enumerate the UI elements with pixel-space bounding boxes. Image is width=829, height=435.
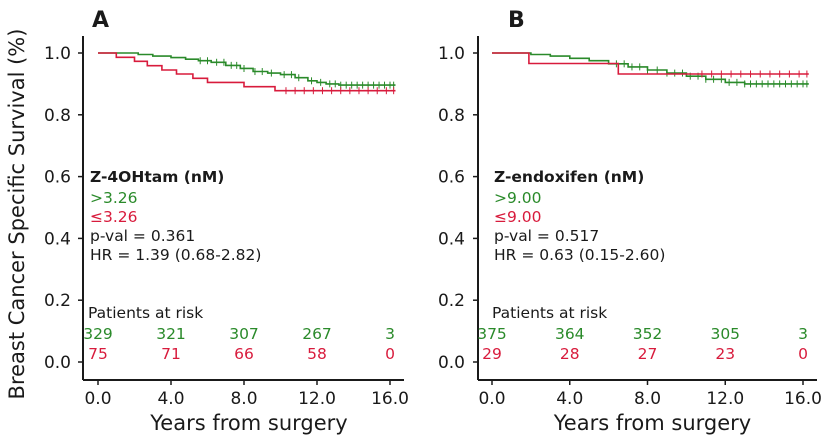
risk-count-high: 352 [633, 325, 663, 343]
x-axis-title: Years from surgery [149, 411, 347, 435]
risk-table-title: Patients at risk [492, 304, 607, 322]
x-tick-label: 8.0 [230, 389, 257, 409]
y-tick-label: 1.0 [44, 44, 71, 64]
risk-count-high: 307 [229, 325, 259, 343]
x-tick-label: 16.0 [784, 389, 822, 409]
km-curve-high [492, 52, 809, 85]
risk-count-low: 66 [234, 345, 254, 363]
y-axis-title: Breast Cancer Specific Survival (%) [5, 29, 29, 400]
risk-count-low: 0 [385, 345, 395, 363]
panel-a: A 0.0 0.2 0.4 0.6 0.8 1.0 0.0 4.0 8.0 12.0 16.0 Year… [44, 8, 409, 435]
km-curve-low [492, 52, 809, 75]
risk-count-high: 3 [385, 325, 395, 343]
km-curve-high [98, 52, 396, 86]
risk-count-low: 23 [715, 345, 735, 363]
panel-label: B [508, 8, 525, 33]
p-value: p-val = 0.517 [494, 227, 599, 245]
risk-count-high: 267 [302, 325, 332, 343]
x-tick-label: 12.0 [706, 389, 744, 409]
risk-count-high: 305 [710, 325, 740, 343]
legend-entry-low: ≤3.26 [90, 208, 138, 226]
x-tick-label: 12.0 [298, 389, 336, 409]
risk-count-high: 3 [798, 325, 808, 343]
legend-entry-high: >9.00 [494, 189, 542, 207]
y-tick-label: 0.2 [438, 291, 465, 311]
risk-count-low: 28 [560, 345, 580, 363]
legend-title: Z-endoxifen (nM) [494, 168, 644, 186]
y-tick-label: 0.4 [44, 229, 71, 249]
risk-count-low: 58 [307, 345, 327, 363]
risk-count-high: 375 [477, 325, 507, 343]
hazard-ratio: HR = 1.39 (0.68-2.82) [90, 246, 261, 264]
y-tick-label: 0.0 [44, 353, 71, 373]
y-tick-label: 0.6 [438, 168, 465, 188]
risk-count-low: 0 [798, 345, 808, 363]
y-tick-label: 0.6 [44, 168, 71, 188]
risk-count-low: 71 [161, 345, 181, 363]
x-tick-label: 0.0 [478, 389, 505, 409]
risk-table-title: Patients at risk [88, 304, 203, 322]
x-tick-label: 4.0 [556, 389, 583, 409]
y-tick-label: 0.0 [438, 353, 465, 373]
hazard-ratio: HR = 0.63 (0.15-2.60) [494, 246, 665, 264]
y-tick-label: 0.8 [438, 106, 465, 126]
y-tick-label: 0.2 [44, 291, 71, 311]
risk-count-high: 321 [156, 325, 186, 343]
x-tick-label: 4.0 [157, 389, 184, 409]
x-tick-label: 0.0 [84, 389, 111, 409]
legend-title: Z-4OHtam (nM) [90, 168, 224, 186]
risk-count-high: 364 [555, 325, 585, 343]
y-tick-label: 1.0 [438, 44, 465, 64]
legend-entry-high: >3.26 [90, 189, 138, 207]
risk-count-low: 27 [638, 345, 658, 363]
panel-label: A [92, 8, 109, 33]
y-tick-label: 0.4 [438, 229, 465, 249]
legend-entry-low: ≤9.00 [494, 208, 542, 226]
p-value: p-val = 0.361 [90, 227, 195, 245]
km-curve-low [98, 52, 396, 92]
risk-count-low: 29 [482, 345, 502, 363]
x-axis-title: Years from surgery [553, 411, 751, 435]
panel-b: B 0.0 0.2 0.4 0.6 0.8 1.0 0.0 4.0 8.0 12.0 16.0 Year… [438, 8, 822, 435]
y-tick-label: 0.8 [44, 106, 71, 126]
risk-count-high: 329 [83, 325, 113, 343]
x-tick-label: 8.0 [634, 389, 661, 409]
x-tick-label: 16.0 [371, 389, 409, 409]
risk-count-low: 75 [88, 345, 108, 363]
